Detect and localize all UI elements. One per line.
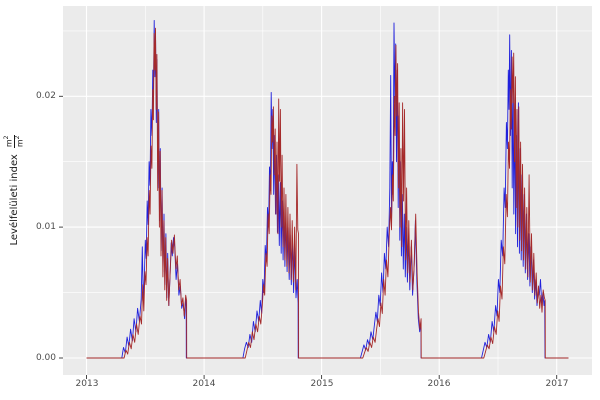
y-tick-label-0.02: 0.02	[35, 91, 56, 101]
y-axis-title-text: Levélfelületi index	[8, 154, 20, 246]
x-tick-label-2017: 2017	[545, 379, 569, 389]
y-axis-unit-fraction: m2 m2	[3, 134, 25, 149]
x-tick-label-2014: 2014	[192, 379, 216, 389]
x-tick-label-2016: 2016	[427, 379, 451, 389]
x-tick-label-2015: 2015	[310, 379, 334, 389]
series-red-line	[86, 27, 569, 359]
panel-background	[63, 6, 592, 375]
y-tick-label-0.00: 0.00	[35, 353, 56, 363]
y-axis-title: Levélfelületi index m2 m2	[3, 60, 25, 320]
x-tick-label-2013: 2013	[75, 379, 99, 389]
y-tick-label-0.01: 0.01	[35, 222, 56, 232]
unit-denominator: m2	[13, 135, 25, 148]
